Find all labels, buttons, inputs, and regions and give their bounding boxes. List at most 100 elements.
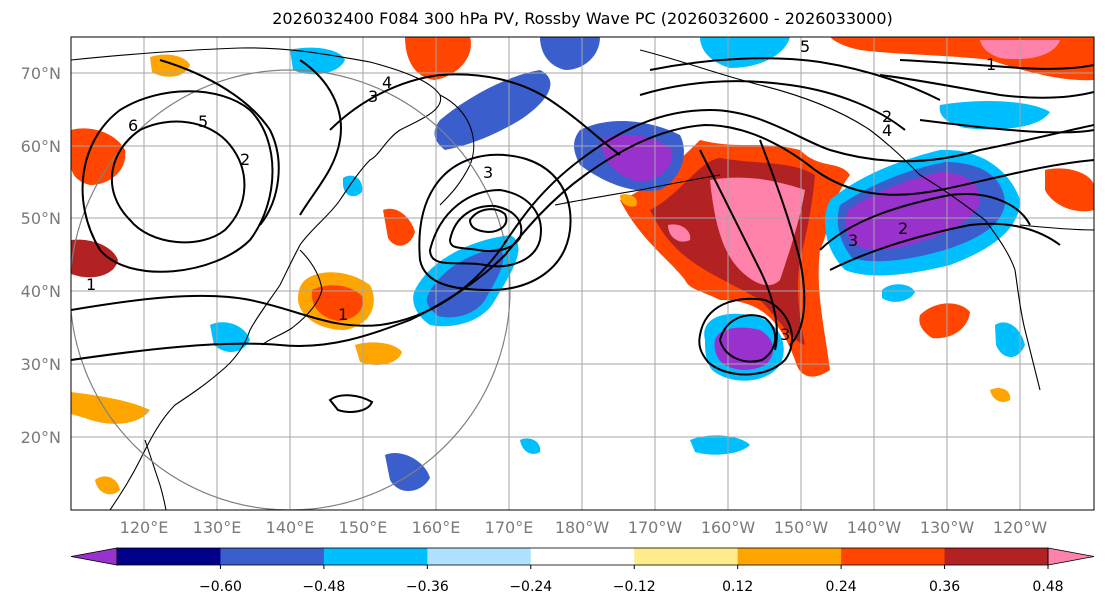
contour-label: 2 <box>882 107 892 126</box>
contour-label: 1 <box>86 275 96 294</box>
contour-label: 4 <box>882 121 892 140</box>
lon-label: 150°W <box>774 518 829 537</box>
negative-anomaly-mongolia <box>343 175 363 197</box>
colorbar-segment <box>220 548 325 565</box>
lon-label: 120°E <box>120 518 169 537</box>
contour-line <box>448 204 523 253</box>
lon-label: 170°E <box>485 518 534 537</box>
contour-label: 1 <box>986 55 996 74</box>
positive-anomaly-west-20n <box>71 392 150 424</box>
contour-line <box>829 222 1061 271</box>
contour-line <box>919 119 1094 134</box>
colorbar-frame <box>116 547 1049 566</box>
contour-line <box>159 59 280 226</box>
lon-label: 140°W <box>847 518 902 537</box>
lon-label: 120°W <box>993 518 1048 537</box>
latitude-labels: 70°N 60°N 50°N 40°N 30°N 20°N <box>21 64 61 447</box>
contour-line <box>329 73 621 156</box>
colorbar-tick-label: −0.24 <box>509 579 552 595</box>
negative-anomaly-cutoff-core <box>714 327 774 370</box>
colorbar-segment <box>427 548 532 565</box>
colorbar-tick-label: 0.24 <box>826 579 857 595</box>
aleutian-islands <box>554 174 721 206</box>
positive-anomaly-small <box>668 224 691 242</box>
contour-label: 3 <box>780 325 790 344</box>
contour-label: 6 <box>128 116 138 135</box>
pv-contours <box>71 57 1094 413</box>
coastline-japan <box>261 249 323 346</box>
colorbar-tick-label: 0.12 <box>722 579 753 595</box>
positive-anomaly-east-20n <box>990 388 1011 402</box>
positive-anomaly-north <box>405 37 471 80</box>
lat-label: 20°N <box>21 428 61 447</box>
colorbar-tick-label: −0.48 <box>302 579 345 595</box>
lon-label: 160°W <box>701 518 756 537</box>
coastlines <box>71 47 1094 510</box>
map-content: 1 2 3 4 5 6 1 2 3 4 5 3 2 1 3 <box>71 37 1094 510</box>
contour-line <box>428 188 542 268</box>
lon-label: 140°E <box>266 518 315 537</box>
positive-anomaly-small-2 <box>620 194 637 207</box>
negative-anomaly-south-15n <box>385 452 430 492</box>
colorbar-segment <box>323 548 428 565</box>
positive-anomaly-east-30n <box>919 303 970 339</box>
contour-label: 4 <box>382 73 392 92</box>
lon-label: 160°E <box>412 518 461 537</box>
contour-line <box>899 59 1094 70</box>
lat-label: 40°N <box>21 282 61 301</box>
negative-anomaly-bering-core <box>600 134 673 182</box>
contour-label: 3 <box>368 87 378 106</box>
positive-anomaly-ridge-max <box>710 177 805 286</box>
coastline-philippines <box>144 439 167 510</box>
lon-label: 180°W <box>555 518 610 537</box>
contour-line <box>71 108 1094 327</box>
contour-line <box>468 208 508 234</box>
negative-anomaly-okhotsk <box>434 70 551 150</box>
colorbar-segment <box>944 548 1049 565</box>
positive-anomaly-east-50n <box>1045 168 1094 212</box>
positive-anomaly-west-45n <box>71 239 118 278</box>
colorbar-segment <box>117 548 221 565</box>
negative-anomaly-small-2 <box>520 438 541 454</box>
contour-label: 3 <box>848 231 858 250</box>
colorbar-segment <box>530 548 635 565</box>
lat-label: 60°N <box>21 137 61 156</box>
contour-labels: 1 2 3 4 5 6 1 2 3 4 5 3 2 1 3 <box>86 37 996 344</box>
contour-line <box>111 120 246 244</box>
contour-line <box>418 153 572 292</box>
map-title: 2026032400 F084 300 hPa PV, Rossby Wave … <box>272 9 893 28</box>
contour-line <box>71 123 1094 361</box>
positive-anomaly-small-3 <box>95 476 120 495</box>
contour-line <box>759 139 806 346</box>
contour-line <box>699 149 778 351</box>
colorbar-extend-high <box>1047 547 1095 566</box>
contour-line <box>879 74 1094 99</box>
colorbar-extend-low <box>70 547 118 566</box>
coastline-western-north-america <box>1019 224 1094 231</box>
lat-label: 50°N <box>21 209 61 228</box>
contour-line <box>81 90 274 273</box>
contour-line <box>718 314 777 363</box>
colorbar-tick-label: 0.48 <box>1032 579 1063 595</box>
longitude-labels: 120°E 130°E 140°E 150°E 160°E 170°E 180°… <box>120 518 1048 537</box>
contour-label: 3 <box>483 163 493 182</box>
colorbar-tick-label: −0.12 <box>613 579 656 595</box>
contour-label: 2 <box>240 150 250 169</box>
coastline-kamchatka <box>439 94 475 206</box>
contour-label: 5 <box>800 37 810 56</box>
contour-label: 2 <box>898 219 908 238</box>
contour-line <box>299 59 342 216</box>
lon-label: 130°W <box>920 518 975 537</box>
contour-line <box>649 57 941 101</box>
negative-anomaly-east-40n <box>882 284 915 302</box>
lon-label: 170°W <box>628 518 683 537</box>
contour-line <box>698 297 794 376</box>
contour-line <box>328 394 374 413</box>
colorbar-ticks: −0.60 −0.48 −0.36 −0.24 −0.12 0.12 0.24 0.36 0.4… <box>199 565 1064 595</box>
positive-anomaly-china <box>355 342 402 365</box>
negative-anomaly-siberia <box>290 47 345 75</box>
map-frame <box>70 36 1095 511</box>
contour-line <box>819 193 1031 251</box>
contour-label: 1 <box>338 305 348 324</box>
